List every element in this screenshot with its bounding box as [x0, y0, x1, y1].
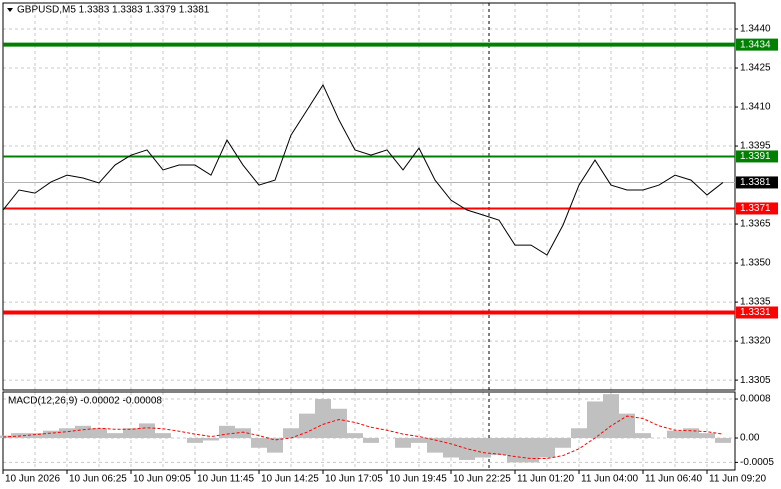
symbol-marker [7, 8, 13, 12]
x-tick-label: 11 Jun 04:00 [581, 474, 639, 485]
x-tick-label: 10 Jun 06:25 [69, 474, 127, 485]
y-tick-label: 1.3440 [740, 24, 771, 35]
x-tick-label: 10 Jun 19:45 [389, 474, 447, 485]
price-frame [2, 2, 736, 391]
histogram-bar [667, 430, 683, 439]
histogram-bar [587, 401, 603, 439]
level-label-box [736, 306, 778, 319]
signal-line [2, 415, 724, 459]
last-price-label: 1.3381 [740, 177, 771, 188]
y-tick-label: 0.00 [740, 433, 760, 444]
histogram-bar [251, 438, 267, 448]
y-tick-label: 1.3395 [740, 141, 771, 152]
histogram-bar [395, 438, 411, 448]
level-label-box [736, 202, 778, 215]
histogram-bar [331, 408, 347, 439]
histogram-bar [635, 433, 651, 439]
x-tick-label: 10 Jun 17:05 [325, 474, 383, 485]
y-tick-label: 1.3350 [740, 258, 771, 269]
histogram-bar [475, 438, 491, 458]
macd-title: MACD(12,26,9) -0.00002 -0.00008 [8, 396, 162, 407]
histogram-bar [235, 428, 251, 439]
level-label: 1.3331 [740, 307, 771, 318]
histogram-bar [299, 413, 315, 439]
histogram-bar [139, 423, 155, 439]
histogram-bar [699, 433, 715, 439]
histogram-bar [123, 428, 139, 439]
y-tick-label: 1.3335 [740, 297, 771, 308]
y-tick-label: 1.3410 [740, 102, 771, 113]
histogram-bar [683, 428, 699, 439]
histogram-bar [571, 428, 587, 439]
histogram-bar [315, 399, 331, 439]
y-tick-label: -0.0005 [740, 457, 774, 468]
histogram-bar [155, 433, 171, 439]
level-label-box [736, 150, 778, 163]
histogram-bar [603, 394, 619, 439]
histogram-bar [523, 438, 539, 463]
histogram-bar [59, 428, 75, 439]
histogram-bar [75, 425, 91, 439]
histogram-bar [539, 438, 555, 458]
histogram-bar [347, 433, 363, 439]
histogram-bar [91, 428, 107, 439]
histogram-bar [715, 438, 731, 443]
x-tick-label: 11 Jun 06:40 [645, 474, 703, 485]
histogram-bar [107, 433, 123, 439]
x-tick-label: 11 Jun 01:20 [517, 474, 575, 485]
histogram-bar [507, 438, 523, 463]
histogram-bar [219, 425, 235, 439]
level-label: 1.3391 [740, 151, 771, 162]
histogram-bar [427, 438, 443, 453]
histogram-bar [267, 438, 283, 453]
last-price-box [736, 176, 778, 189]
x-tick-label: 11 Jun 09:20 [709, 474, 767, 485]
chart-title: GBPUSD,M5 1.3383 1.3383 1.3379 1.3381 [17, 5, 210, 16]
x-tick-label: 10 Jun 09:05 [133, 474, 191, 485]
y-tick-label: 1.3365 [740, 219, 771, 230]
histogram-bar [43, 430, 59, 439]
histogram-bar [619, 413, 635, 439]
level-label: 1.3371 [740, 203, 771, 214]
histogram-bar [443, 438, 459, 458]
histogram-bar [203, 438, 219, 441]
macd-frame [2, 391, 736, 471]
x-tick-label: 10 Jun 11:45 [197, 474, 255, 485]
histogram-bar [411, 438, 427, 443]
x-tick-label: 10 Jun 14:25 [261, 474, 319, 485]
y-tick-label: 1.3425 [740, 63, 771, 74]
x-tick-label: 10 Jun 22:25 [453, 474, 511, 485]
histogram-bar [283, 428, 299, 439]
x-tick-label: 10 Jun 2026 [5, 474, 60, 485]
level-label-box [736, 38, 778, 51]
histogram-bar [491, 438, 507, 456]
y-tick-label: 1.3320 [740, 336, 771, 347]
histogram-bar [459, 438, 475, 460]
y-tick-label: 1.3305 [740, 375, 771, 386]
y-tick-label: 0.0008 [740, 394, 771, 405]
histogram-bar [555, 438, 571, 448]
histogram-bar [363, 438, 379, 443]
price-line [2, 83, 724, 256]
level-label: 1.3434 [740, 39, 771, 50]
histogram-bar [187, 438, 203, 443]
histogram-bar [27, 433, 43, 439]
